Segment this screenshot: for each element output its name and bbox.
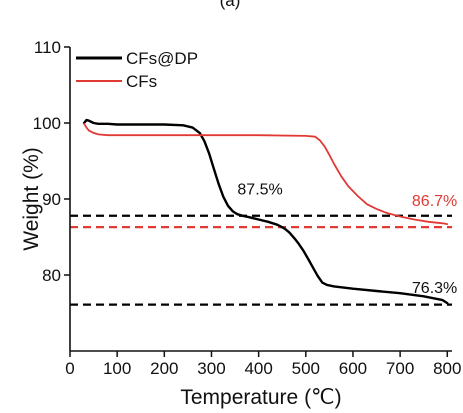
x-tick-label: 800	[433, 359, 461, 378]
legend: CFs@DP CFs	[76, 49, 198, 91]
reference-lines	[70, 214, 452, 306]
annotations: 87.5% 86.7% 76.3%	[237, 181, 457, 297]
y-tick-label: 90	[42, 190, 61, 209]
legend-label: CFs	[126, 72, 157, 91]
x-ticks: 0 100 200 300 400 500 600 700 800	[65, 351, 461, 378]
y-tick-label: 100	[33, 114, 61, 133]
legend-label: CFs@DP	[126, 49, 198, 68]
x-tick-label: 300	[197, 359, 225, 378]
top-fragment: (a)	[220, 0, 241, 10]
x-tick-label: 400	[244, 359, 272, 378]
annotation-label: 87.5%	[237, 181, 282, 198]
x-tick-label: 500	[292, 359, 320, 378]
series-line-cfs	[83, 122, 449, 225]
y-tick-label: 80	[42, 266, 61, 285]
x-tick-label: 0	[65, 359, 74, 378]
y-ticks: 80 90 100 110	[33, 38, 70, 285]
annotation-label: 76.3%	[412, 280, 457, 297]
x-tick-label: 700	[386, 359, 414, 378]
series-layer	[82, 118, 449, 305]
series-line-cfs-dp	[82, 118, 449, 305]
y-tick-label: 110	[34, 38, 61, 57]
x-axis-title: Temperature (℃)	[180, 386, 341, 409]
x-tick-label: 200	[150, 359, 178, 378]
y-axis-title: Weight (%)	[20, 147, 43, 250]
x-tick-label: 600	[339, 359, 367, 378]
annotation-label: 86.7%	[412, 193, 457, 210]
x-tick-label: 100	[103, 359, 131, 378]
